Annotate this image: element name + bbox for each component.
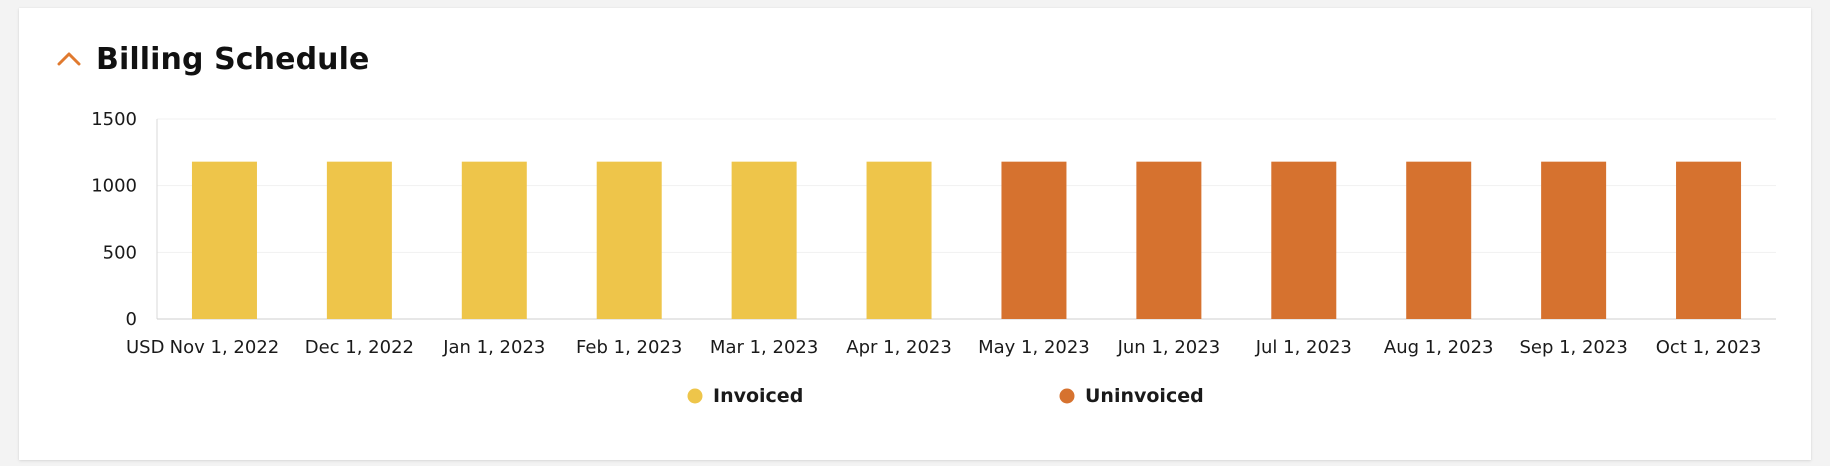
bar-uninvoiced[interactable]: [1406, 161, 1472, 319]
bar-invoiced[interactable]: [326, 161, 392, 319]
x-tick-label: Aug 1, 2023: [1384, 337, 1494, 358]
y-tick-label: 1000: [91, 176, 137, 197]
x-tick-label: Sep 1, 2023: [1519, 337, 1627, 358]
chevron-up-icon: [57, 52, 81, 66]
bar-invoiced[interactable]: [461, 161, 527, 319]
x-tick-label: Dec 1, 2022: [305, 337, 414, 358]
bar-uninvoiced[interactable]: [1676, 161, 1742, 319]
legend-marker-invoiced: [687, 388, 703, 404]
bar-invoiced[interactable]: [866, 161, 932, 319]
x-tick-label: Jan 1, 2023: [442, 337, 545, 358]
x-tick-label: Feb 1, 2023: [576, 337, 682, 358]
card-header: Billing Schedule: [19, 8, 1811, 104]
legend-marker-uninvoiced: [1059, 388, 1075, 404]
bar-uninvoiced[interactable]: [1001, 161, 1067, 319]
bar-uninvoiced[interactable]: [1541, 161, 1607, 319]
bar-invoiced[interactable]: [596, 161, 662, 319]
x-tick-label: Jun 1, 2023: [1117, 337, 1221, 358]
axis-unit-label: USD: [126, 337, 164, 358]
y-tick-label: 0: [126, 309, 137, 330]
x-tick-label: Jul 1, 2023: [1255, 337, 1352, 358]
bar-invoiced[interactable]: [731, 161, 797, 319]
x-tick-label: Oct 1, 2023: [1656, 337, 1762, 358]
x-tick-label: Mar 1, 2023: [710, 337, 818, 358]
legend-label-uninvoiced[interactable]: Uninvoiced: [1085, 385, 1204, 407]
collapse-button[interactable]: [49, 38, 89, 78]
bar-uninvoiced[interactable]: [1271, 161, 1337, 319]
x-tick-label: May 1, 2023: [978, 337, 1090, 358]
card-title: Billing Schedule: [96, 42, 370, 77]
bar-uninvoiced[interactable]: [1136, 161, 1202, 319]
x-tick-label: Apr 1, 2023: [846, 337, 952, 358]
y-tick-label: 500: [103, 242, 137, 263]
bar-invoiced[interactable]: [191, 161, 257, 319]
y-tick-label: 1500: [91, 109, 137, 130]
legend-label-invoiced[interactable]: Invoiced: [713, 385, 803, 407]
x-tick-label: Nov 1, 2022: [170, 337, 280, 358]
